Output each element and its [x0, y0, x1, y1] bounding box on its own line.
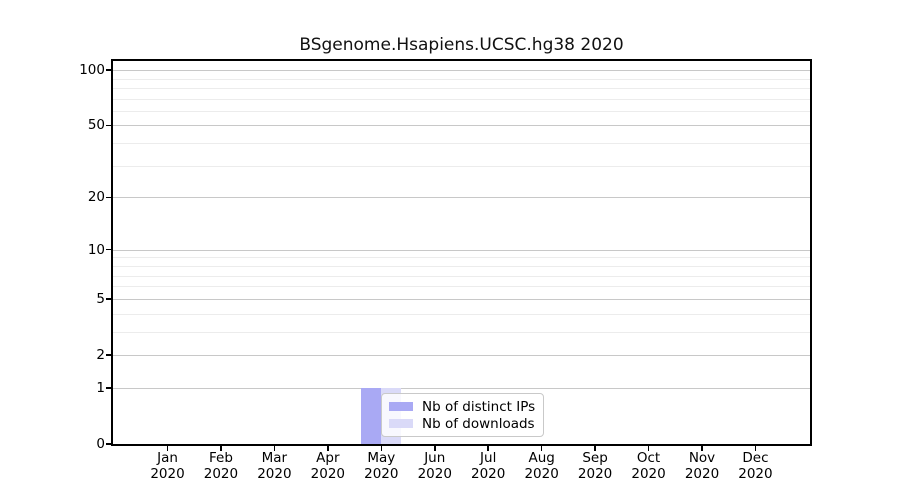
minor-gridline: [113, 257, 810, 259]
minor-gridline: [113, 110, 810, 112]
x-tick-mark: [754, 446, 757, 451]
y-tick-mark: [106, 69, 113, 71]
x-tick-mark: [701, 446, 703, 451]
major-gridline: [113, 125, 810, 127]
x-tick-mark: [540, 446, 543, 451]
minor-gridline: [113, 331, 810, 333]
x-tick-label: Jan 2020: [150, 450, 185, 482]
x-tick-label: Aug 2020: [524, 450, 559, 482]
x-tick-label: Sep 2020: [577, 450, 613, 482]
minor-gridline: [113, 98, 810, 100]
x-tick-mark: [273, 446, 276, 451]
y-tick-label: 0: [96, 436, 105, 452]
y-tick-mark: [106, 248, 113, 251]
x-tick-label: Nov 2020: [684, 450, 720, 482]
y-tick-label: 2: [96, 346, 105, 363]
minor-gridline: [113, 165, 810, 167]
x-tick-label: Jul 2020: [471, 450, 506, 482]
major-gridline: [113, 197, 810, 199]
chart-title: BSgenome.Hsapiens.UCSC.hg38 2020: [299, 35, 624, 55]
y-tick-mark: [106, 443, 113, 445]
minor-gridline: [113, 78, 810, 80]
legend-label-downloads: Nb of downloads: [422, 415, 535, 432]
y-tick-label: 5: [96, 290, 105, 307]
x-tick-mark: [220, 446, 222, 451]
legend-item-downloads: Nb of downloads: [389, 415, 536, 432]
major-gridline: [113, 387, 810, 389]
minor-gridline: [113, 313, 810, 315]
x-tick-label: Oct 2020: [631, 450, 666, 482]
y-tick-label: 10: [87, 241, 105, 258]
x-tick-label: Dec 2020: [738, 450, 773, 482]
minor-gridline: [113, 286, 810, 288]
y-tick-mark: [106, 354, 113, 356]
y-tick-label: 100: [79, 62, 105, 79]
major-gridline: [113, 70, 810, 72]
x-tick-label: Mar 2020: [257, 450, 292, 482]
y-tick-mark: [106, 196, 113, 199]
y-tick-label: 50: [87, 117, 105, 134]
x-tick-mark: [434, 446, 436, 451]
legend-item-distinct-ips: Nb of distinct IPs: [389, 398, 536, 415]
y-tick-mark: [106, 124, 113, 127]
minor-gridline: [113, 265, 810, 267]
legend-swatch-downloads: [389, 419, 413, 428]
x-tick-label: Jun 2020: [417, 450, 452, 482]
y-tick-mark: [106, 387, 113, 389]
x-tick-mark: [327, 446, 329, 451]
legend-swatch-distinct-ips: [389, 402, 413, 411]
bar-distinct-ips: [361, 387, 382, 444]
x-tick-label: May 2020: [364, 450, 399, 482]
minor-gridline: [113, 87, 810, 89]
y-tick-label: 1: [96, 379, 105, 396]
x-tick-mark: [166, 446, 169, 451]
minor-gridline: [113, 143, 810, 145]
x-tick-mark: [594, 446, 596, 451]
plot-area: [111, 59, 812, 446]
minor-gridline: [113, 275, 810, 277]
legend: Nb of distinct IPs Nb of downloads: [381, 393, 544, 437]
major-gridline: [113, 354, 810, 356]
x-tick-label: Feb 2020: [203, 450, 239, 482]
x-tick-label: Apr 2020: [310, 450, 346, 482]
legend-label-distinct-ips: Nb of distinct IPs: [422, 398, 536, 415]
x-tick-mark: [647, 446, 650, 451]
y-tick-label: 20: [87, 189, 105, 206]
y-tick-mark: [106, 298, 113, 300]
major-gridline: [113, 298, 810, 300]
x-tick-mark: [487, 446, 489, 451]
x-tick-mark: [380, 446, 383, 451]
major-gridline: [113, 249, 810, 251]
